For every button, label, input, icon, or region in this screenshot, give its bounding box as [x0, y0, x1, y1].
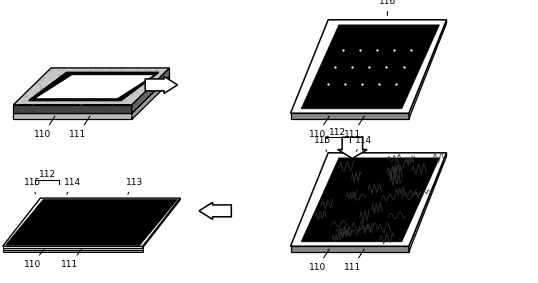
- Polygon shape: [34, 75, 155, 99]
- Polygon shape: [5, 200, 178, 245]
- Text: 111: 111: [344, 249, 364, 272]
- Polygon shape: [409, 153, 447, 252]
- Polygon shape: [291, 20, 447, 113]
- Text: 115: 115: [314, 136, 331, 151]
- Text: 110: 110: [309, 249, 329, 272]
- Text: 111: 111: [61, 249, 82, 269]
- Polygon shape: [409, 20, 447, 119]
- Polygon shape: [301, 25, 440, 109]
- Text: 116: 116: [379, 0, 396, 16]
- Text: 112: 112: [39, 170, 55, 179]
- Polygon shape: [132, 76, 169, 119]
- Text: 115: 115: [24, 178, 41, 194]
- Polygon shape: [143, 198, 180, 248]
- Polygon shape: [301, 158, 440, 242]
- Polygon shape: [3, 246, 143, 248]
- Polygon shape: [13, 68, 169, 105]
- Polygon shape: [3, 248, 143, 250]
- Polygon shape: [145, 76, 178, 93]
- Polygon shape: [291, 153, 447, 246]
- Polygon shape: [13, 76, 169, 113]
- Polygon shape: [13, 105, 132, 113]
- Polygon shape: [3, 198, 180, 246]
- Polygon shape: [13, 113, 132, 119]
- Polygon shape: [3, 250, 143, 252]
- Text: 114: 114: [64, 178, 81, 194]
- Polygon shape: [29, 72, 159, 100]
- Text: 111: 111: [344, 116, 364, 139]
- Text: 111: 111: [69, 116, 90, 139]
- Text: 110: 110: [34, 116, 55, 139]
- Polygon shape: [132, 68, 169, 113]
- Polygon shape: [199, 202, 231, 219]
- Text: 113: 113: [126, 178, 143, 194]
- Text: 110: 110: [24, 249, 44, 269]
- Polygon shape: [338, 137, 367, 158]
- Polygon shape: [291, 113, 409, 119]
- Text: 112: 112: [329, 128, 346, 137]
- Polygon shape: [291, 246, 409, 252]
- Text: 114: 114: [355, 136, 372, 151]
- Text: 110: 110: [309, 116, 329, 139]
